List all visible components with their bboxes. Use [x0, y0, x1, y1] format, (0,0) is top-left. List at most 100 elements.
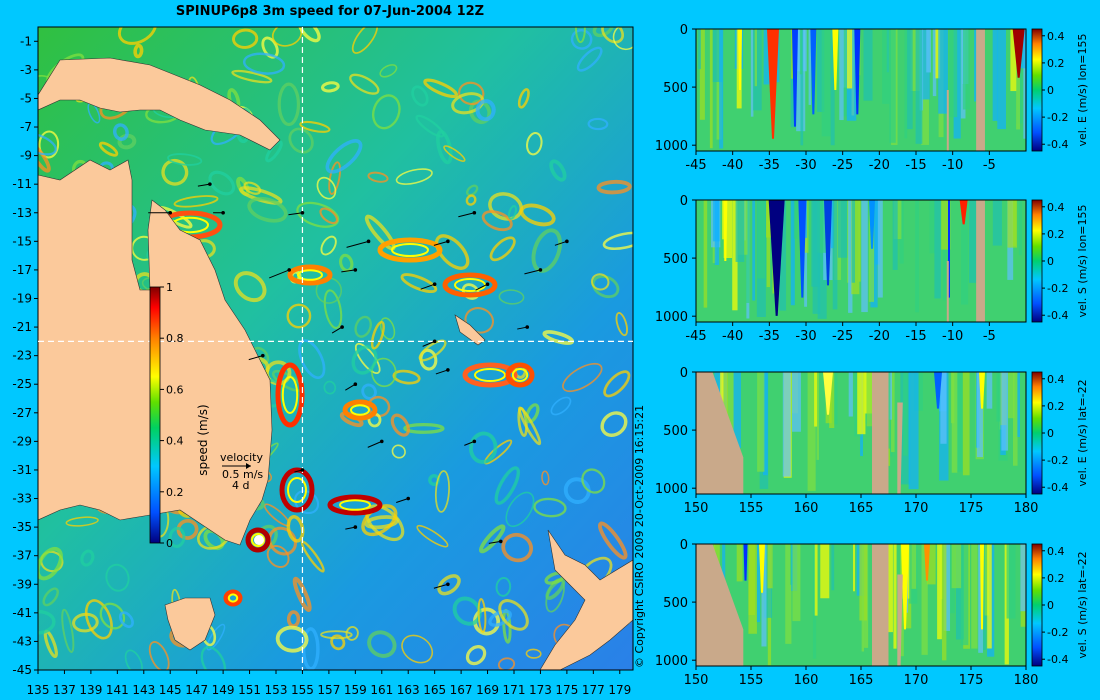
section-y-tick-label: 500 [663, 596, 688, 611]
velocity-arrow-head [446, 582, 450, 587]
eddy-swirl [364, 515, 399, 530]
strong-eddy [223, 589, 243, 607]
eddy-swirl [99, 602, 126, 630]
map-x-tick-label: 171 [503, 683, 526, 697]
velocity-arrow-head [446, 368, 450, 372]
map-x-tick-label: 147 [185, 683, 208, 697]
eddy-swirl [117, 27, 157, 45]
section-stripe [915, 200, 920, 313]
section-stripe [857, 372, 866, 435]
eddy-swirl [478, 524, 506, 554]
section-colorbar-tick-label: -0.4 [1047, 309, 1068, 322]
strong-eddy-core [227, 593, 239, 603]
eddy-swirl [495, 577, 512, 597]
speed-colorbar-tick-label: 0.2 [166, 486, 184, 499]
eddy-swirl [247, 196, 288, 223]
map-y-tick-label: -39 [12, 577, 32, 591]
eddy-swirl [320, 630, 353, 640]
section-x-tick-label: 155 [739, 673, 764, 688]
strong-eddy-core [287, 477, 307, 503]
section-y-tick-label: 0 [680, 538, 688, 553]
eddy-swirl [468, 431, 498, 464]
section-land [946, 90, 949, 151]
section-stripe [987, 544, 992, 649]
section-stripe [955, 372, 963, 472]
eddy-swirl [517, 88, 530, 109]
eddy-swirl [401, 634, 434, 664]
velocity-arrow-head [353, 382, 358, 387]
section-stripe [756, 544, 761, 623]
map-y-tick-label: -23 [12, 349, 32, 363]
eddy-swirl [231, 69, 273, 84]
velocity-arrow-head [260, 353, 265, 358]
strong-eddy [327, 494, 383, 516]
eddy-swirl [320, 81, 340, 93]
eddy-swirl [395, 168, 433, 185]
eddy-swirl [371, 357, 397, 388]
velocity-arrow-head [340, 325, 344, 329]
velocity-arrow [488, 540, 501, 544]
velocity-arrow-head [406, 496, 411, 501]
eddy-swirl [434, 470, 450, 513]
map-x-tick-label: 139 [79, 683, 102, 697]
section-stripe [934, 200, 941, 299]
strong-eddy-core [511, 368, 529, 382]
map-x-tick-label: 163 [397, 683, 420, 697]
section-x-tick-label: -20 [869, 158, 890, 173]
section-y-tick-label: 0 [680, 23, 688, 38]
section-stripe [932, 29, 937, 97]
section-x-tick-label: -45 [685, 329, 706, 344]
section-colorbar-tick-label: -0.4 [1047, 653, 1068, 666]
section-feature [901, 544, 909, 630]
section-feature [723, 200, 728, 261]
strong-eddy [245, 527, 271, 553]
section-colorbar [1031, 28, 1043, 152]
eddy-swirl [416, 524, 449, 548]
eddy-swirl [133, 43, 144, 59]
map-x-tick-label: 135 [27, 683, 50, 697]
eddy-swirl [65, 516, 99, 527]
strong-eddy-core [281, 376, 299, 414]
section-land [976, 29, 985, 151]
eddy-swirl [232, 28, 259, 49]
section-stripe [851, 200, 856, 283]
section-stripe [877, 200, 883, 298]
section-stripe [938, 29, 948, 114]
section-stripe [908, 372, 919, 490]
eddy-swirl [498, 289, 525, 305]
section-stripe [937, 544, 942, 640]
strong-eddy-core [339, 499, 371, 511]
map-x-tick-label: 149 [212, 683, 235, 697]
strong-eddy-core [350, 404, 370, 416]
map-y-tick-label: -1 [20, 34, 32, 48]
eddy-swirl [598, 521, 628, 560]
section-stripe [996, 372, 1001, 422]
section-stripe [817, 200, 827, 319]
eddy-swirl [208, 170, 236, 196]
map-y-tick-label: -43 [12, 634, 32, 648]
map-y-tick-label: -29 [12, 434, 32, 448]
speed-colorbar-label: speed (m/s) [196, 404, 210, 475]
eddy-swirl [468, 99, 492, 125]
velocity-arrow [422, 340, 435, 347]
eddy-swirl [601, 27, 625, 44]
section-stripe [992, 200, 1002, 246]
velocity-arrow [524, 269, 541, 275]
eddy-swirl [288, 127, 314, 154]
eddy-swirl [320, 235, 337, 256]
strong-eddy [505, 362, 535, 388]
section-x-tick-label: -30 [795, 329, 816, 344]
eddy-swirl [323, 289, 343, 330]
eddy-swirl [316, 176, 337, 200]
eddy-swirl [590, 273, 610, 291]
section-colorbar-tick-label: 0 [1047, 255, 1054, 268]
section-stripe [848, 372, 853, 417]
eddy-swirl [494, 466, 520, 505]
velocity-arrow-head [366, 239, 371, 244]
section-colorbar [1031, 543, 1043, 667]
eddy-swirl [465, 194, 477, 206]
section-stripe [748, 544, 757, 634]
section-feature [869, 200, 875, 249]
eddy-swirl [173, 195, 219, 208]
section-stripe [831, 544, 835, 591]
